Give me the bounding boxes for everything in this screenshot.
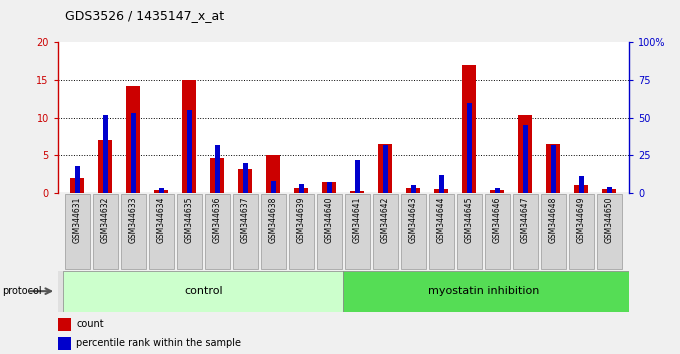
Bar	[575, 185, 588, 193]
Text: GSM344649: GSM344649	[577, 197, 586, 243]
Bar	[435, 189, 448, 193]
Text: GSM344636: GSM344636	[213, 197, 222, 243]
Text: GSM344643: GSM344643	[409, 197, 418, 243]
Bar	[607, 187, 612, 193]
Bar	[355, 160, 360, 193]
Text: GSM344635: GSM344635	[185, 197, 194, 243]
Text: control: control	[184, 286, 223, 296]
Bar	[495, 188, 500, 193]
Bar	[71, 178, 84, 193]
Bar	[547, 144, 560, 193]
Text: GSM344644: GSM344644	[437, 197, 446, 243]
Bar	[271, 181, 276, 193]
Bar	[407, 188, 420, 193]
Bar	[131, 113, 136, 193]
Bar	[518, 115, 532, 193]
Bar	[490, 190, 505, 193]
Text: GSM344637: GSM344637	[241, 197, 250, 243]
Bar	[58, 318, 71, 331]
FancyBboxPatch shape	[317, 194, 342, 269]
FancyBboxPatch shape	[121, 194, 146, 269]
Bar	[579, 176, 584, 193]
Bar	[75, 166, 80, 193]
Bar	[58, 337, 71, 350]
Text: GSM344642: GSM344642	[381, 197, 390, 243]
FancyBboxPatch shape	[345, 194, 370, 269]
Bar	[182, 80, 197, 193]
Bar	[239, 169, 252, 193]
Bar	[439, 175, 444, 193]
Text: myostatin inhibition: myostatin inhibition	[428, 286, 539, 296]
FancyBboxPatch shape	[233, 194, 258, 269]
Bar	[210, 158, 224, 193]
Bar	[267, 155, 280, 193]
FancyBboxPatch shape	[289, 194, 314, 269]
Bar	[322, 182, 337, 193]
Text: percentile rank within the sample: percentile rank within the sample	[76, 338, 241, 348]
Bar	[462, 65, 477, 193]
Bar	[63, 271, 343, 312]
Bar	[103, 115, 108, 193]
FancyBboxPatch shape	[457, 194, 482, 269]
FancyBboxPatch shape	[401, 194, 426, 269]
Bar	[215, 145, 220, 193]
FancyBboxPatch shape	[65, 194, 90, 269]
FancyBboxPatch shape	[597, 194, 622, 269]
Bar	[343, 271, 629, 312]
Bar	[187, 110, 192, 193]
FancyBboxPatch shape	[149, 194, 174, 269]
Bar	[99, 140, 112, 193]
FancyBboxPatch shape	[485, 194, 510, 269]
Text: GSM344634: GSM344634	[157, 197, 166, 243]
FancyBboxPatch shape	[568, 194, 594, 269]
Bar	[154, 190, 169, 193]
FancyBboxPatch shape	[177, 194, 202, 269]
FancyBboxPatch shape	[513, 194, 538, 269]
Text: GSM344631: GSM344631	[73, 197, 82, 243]
Bar	[378, 144, 392, 193]
FancyBboxPatch shape	[261, 194, 286, 269]
Bar	[411, 185, 416, 193]
Bar	[159, 188, 164, 193]
Text: GSM344650: GSM344650	[605, 197, 614, 243]
Bar	[551, 145, 556, 193]
FancyBboxPatch shape	[373, 194, 398, 269]
Bar	[383, 145, 388, 193]
Bar	[467, 103, 472, 193]
Bar	[523, 125, 528, 193]
Bar	[602, 189, 616, 193]
Text: count: count	[76, 319, 104, 329]
Text: GSM344639: GSM344639	[297, 197, 306, 243]
Text: GDS3526 / 1435147_x_at: GDS3526 / 1435147_x_at	[65, 9, 224, 22]
FancyBboxPatch shape	[541, 194, 566, 269]
Text: GSM344645: GSM344645	[465, 197, 474, 243]
Bar	[294, 188, 309, 193]
Text: GSM344647: GSM344647	[521, 197, 530, 243]
Text: GSM344633: GSM344633	[129, 197, 138, 243]
Text: GSM344648: GSM344648	[549, 197, 558, 243]
Bar	[126, 86, 140, 193]
Bar	[243, 163, 248, 193]
FancyBboxPatch shape	[429, 194, 454, 269]
FancyBboxPatch shape	[92, 194, 118, 269]
Bar	[350, 191, 364, 193]
Text: GSM344640: GSM344640	[325, 197, 334, 243]
Text: GSM344632: GSM344632	[101, 197, 110, 243]
Bar	[327, 182, 332, 193]
Text: protocol: protocol	[2, 286, 41, 296]
Bar	[299, 184, 304, 193]
Text: GSM344638: GSM344638	[269, 197, 278, 243]
Text: GSM344646: GSM344646	[493, 197, 502, 243]
Text: GSM344641: GSM344641	[353, 197, 362, 243]
FancyBboxPatch shape	[205, 194, 230, 269]
